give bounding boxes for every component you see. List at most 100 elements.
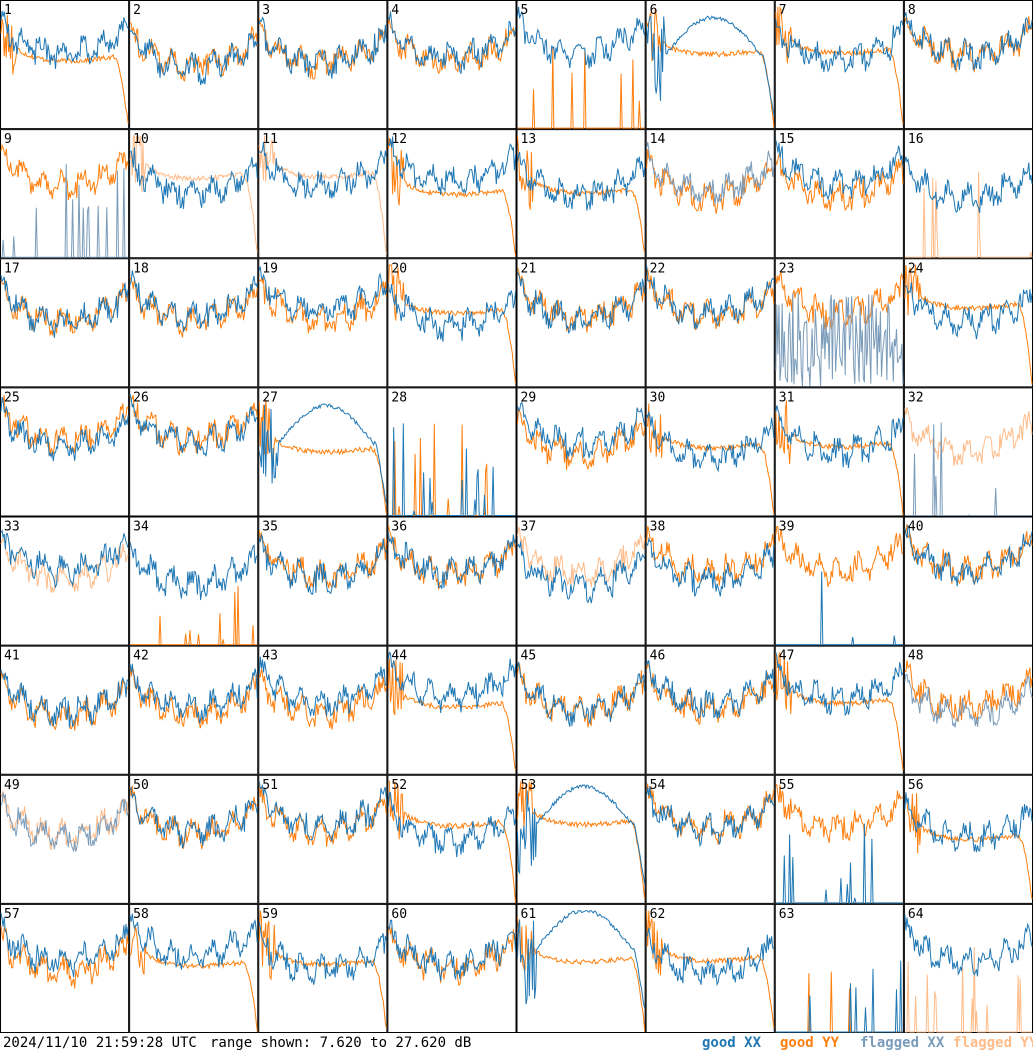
panel-frame <box>774 387 904 517</box>
panel-1: 1 <box>0 0 130 130</box>
panel-number-50: 50 <box>133 778 149 793</box>
series-xx-29 <box>517 401 646 460</box>
series-yy-57 <box>0 925 129 989</box>
panel-frame <box>0 387 130 517</box>
panel-number-47: 47 <box>779 649 795 664</box>
panel-frame <box>903 258 1033 388</box>
panel-26: 26 <box>129 387 259 517</box>
panel-number-21: 21 <box>521 261 537 276</box>
series-xx-37 <box>517 541 646 604</box>
panel-number-38: 38 <box>650 520 666 535</box>
legend-flagged-yy: flagged YY <box>953 1035 1033 1051</box>
panel-frame <box>258 645 388 775</box>
legend-good-xx: good XX <box>702 1035 762 1051</box>
panel-42: 42 <box>129 645 259 775</box>
series-xx-53 <box>517 784 646 885</box>
panel-frame <box>0 774 130 904</box>
series-xx-3 <box>258 16 387 79</box>
panel-number-14: 14 <box>650 132 666 147</box>
panel-number-43: 43 <box>262 649 278 664</box>
panel-27: 27 <box>258 387 388 517</box>
series-xx-35 <box>258 533 387 595</box>
panel-number-34: 34 <box>133 520 149 535</box>
series-xx-15 <box>775 140 904 201</box>
panel-number-25: 25 <box>4 390 20 405</box>
panel-49: 49 <box>0 774 130 904</box>
panel-number-7: 7 <box>779 3 787 18</box>
panel-number-12: 12 <box>391 132 407 147</box>
panel-number-10: 10 <box>133 132 149 147</box>
series-yy-55 <box>775 783 903 844</box>
series-yy-26 <box>129 394 258 457</box>
series-xx-54 <box>646 786 775 848</box>
panel-frame <box>645 0 775 130</box>
panel-19: 19 <box>258 258 388 388</box>
series-yy-32 <box>904 406 1033 467</box>
panel-number-59: 59 <box>262 907 278 922</box>
series-yy-15 <box>775 153 904 212</box>
timestamp: 2024/11/10 21:59:28 UTC <box>3 1035 197 1051</box>
panel-frame <box>903 516 1033 646</box>
series-xx-52 <box>387 792 516 858</box>
series-xx-43 <box>258 656 387 717</box>
panel-number-52: 52 <box>391 778 407 793</box>
panel-number-28: 28 <box>391 390 407 405</box>
panel-frame <box>516 774 646 904</box>
series-xx-47 <box>775 652 904 717</box>
series-yy-22 <box>646 268 775 331</box>
panel-46: 46 <box>645 645 775 775</box>
panel-12: 12 <box>387 129 517 259</box>
legend-good-yy: good YY <box>780 1035 840 1051</box>
panel-number-39: 39 <box>779 520 795 535</box>
series-yy-49 <box>0 790 129 851</box>
series-yy-5 <box>517 47 645 129</box>
series-yy-43 <box>258 668 387 730</box>
panel-number-18: 18 <box>133 261 149 276</box>
series-xx-23 <box>775 292 904 387</box>
series-yy-37 <box>517 526 646 588</box>
series-xx-12 <box>388 136 516 195</box>
panel-frame <box>903 645 1033 775</box>
panel-25: 25 <box>0 387 130 517</box>
series-xx-49 <box>0 792 129 853</box>
series-xx-41 <box>0 669 129 728</box>
series-yy-38 <box>646 525 775 586</box>
series-xx-59 <box>258 922 387 985</box>
panel-18: 18 <box>129 258 259 388</box>
panel-frame <box>129 774 259 904</box>
series-yy-48 <box>904 660 1033 724</box>
panel-frame <box>387 903 517 1033</box>
panel-number-6: 6 <box>650 3 658 18</box>
panel-55: 55 <box>774 774 904 904</box>
panel-17: 17 <box>0 258 130 388</box>
panel-37: 37 <box>516 516 646 646</box>
series-xx-40 <box>904 524 1033 587</box>
panel-41: 41 <box>0 645 130 775</box>
panel-frame <box>387 516 517 646</box>
panel-45: 45 <box>516 645 646 775</box>
panel-11: 11 <box>258 129 388 259</box>
series-xx-32 <box>904 422 1032 516</box>
series-xx-4 <box>387 11 516 74</box>
series-xx-22 <box>646 265 775 330</box>
panel-frame <box>258 903 388 1033</box>
panel-43: 43 <box>258 645 388 775</box>
panel-frame <box>645 645 775 775</box>
panel-47: 47 <box>774 645 904 775</box>
panel-number-35: 35 <box>262 520 278 535</box>
series-xx-10 <box>129 147 258 209</box>
panel-frame <box>0 0 130 130</box>
panel-frame <box>774 774 904 904</box>
panel-number-64: 64 <box>908 907 924 922</box>
panel-58: 58 <box>129 903 259 1033</box>
series-xx-33 <box>0 529 129 589</box>
panel-30: 30 <box>645 387 775 517</box>
series-xx-57 <box>0 912 129 978</box>
panel-40: 40 <box>903 516 1033 646</box>
panel-57: 57 <box>0 903 130 1033</box>
panel-frame <box>645 258 775 388</box>
panel-number-48: 48 <box>908 649 924 664</box>
series-xx-6 <box>646 15 775 116</box>
series-yy-45 <box>517 662 646 728</box>
